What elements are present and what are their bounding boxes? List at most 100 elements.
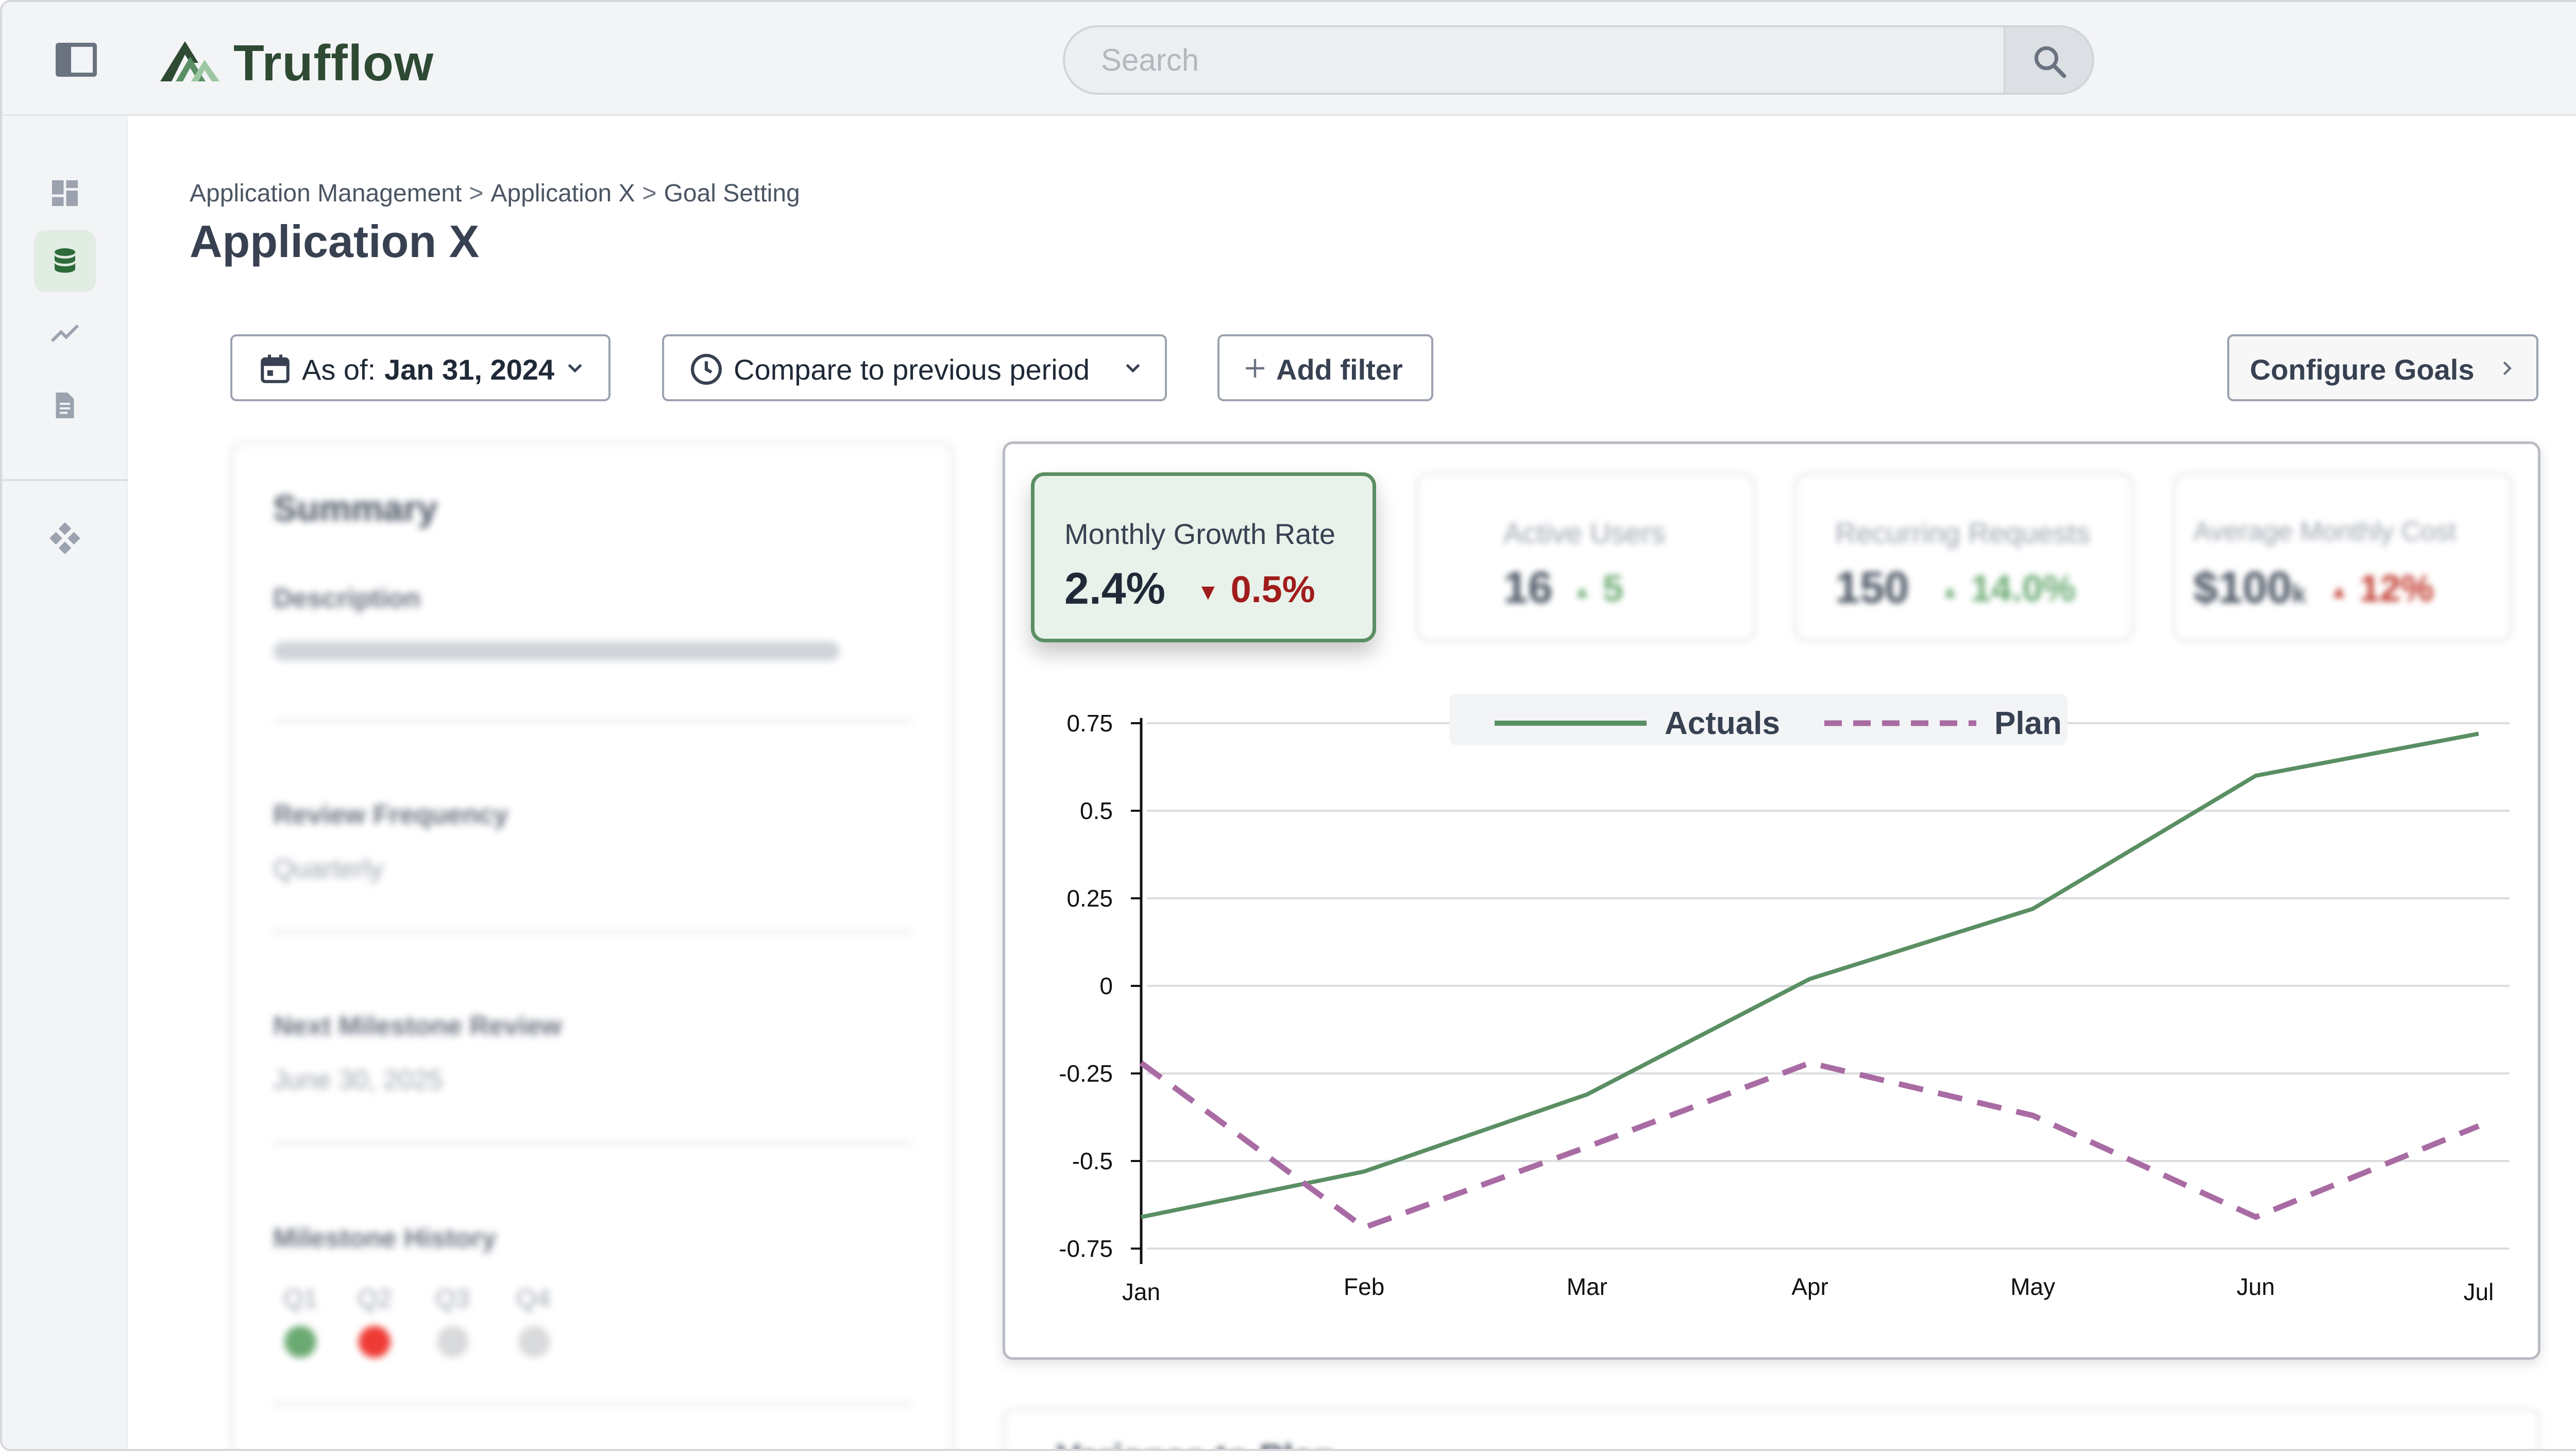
next-review-label: Next Milestone Review <box>273 1011 562 1041</box>
triangle-up-icon: ▲ <box>1941 580 1959 602</box>
summary-title: Summary <box>273 488 438 528</box>
document-icon <box>56 392 74 418</box>
data-point-plan <box>2032 1115 2033 1116</box>
brand-name: Trufflow <box>233 35 434 91</box>
y-tick-label: -0.25 <box>1059 1060 1113 1087</box>
search-input[interactable] <box>1101 27 2018 93</box>
rail-divider <box>2 479 128 481</box>
quarter-label: Q2 <box>358 1284 392 1313</box>
plus-icon <box>1246 359 1264 378</box>
kpi-delta: ▲ 12% <box>2330 568 2434 610</box>
sidebar-toggle-icon[interactable] <box>56 43 97 77</box>
data-point-plan <box>1586 1147 1587 1148</box>
clock-icon <box>690 353 722 385</box>
nav-apps[interactable] <box>34 507 96 569</box>
kpi-title: Monthly Growth Rate <box>1064 518 1335 550</box>
data-point-actuals <box>2032 908 2033 909</box>
triangle-down-icon: ▼ <box>1197 579 1219 605</box>
kpi-delta-value: 12% <box>2359 568 2434 609</box>
variance-title: Variance to Plan <box>1057 1437 1335 1449</box>
milestone-status-dot <box>437 1326 469 1358</box>
x-tick-label: Mar <box>1567 1273 1607 1300</box>
x-tick-label: Apr <box>1791 1273 1828 1300</box>
nav-documents[interactable] <box>34 374 96 436</box>
data-point-plan <box>1809 1063 1810 1064</box>
search-bar <box>1063 25 2094 95</box>
nav-database[interactable] <box>34 230 96 292</box>
data-point-plan <box>2255 1217 2256 1218</box>
search-button[interactable] <box>2004 27 2092 93</box>
legend-label-plan: Plan <box>1994 706 2062 741</box>
goal-chart-card: Monthly Growth Rate 2.4% ▼ 0.5% Active Us… <box>1003 441 2540 1360</box>
kpi-value: 16 <box>1503 563 1553 612</box>
y-tick-label: 0.25 <box>1066 885 1113 912</box>
kpi-value: 150 <box>1835 563 1909 612</box>
page-title: Application X <box>190 216 480 267</box>
legend-label-actuals: Actuals <box>1665 706 1780 741</box>
kpi-card-average-monthly-cost[interactable]: Average Monthly Cost $100k ▲ 12% <box>2173 472 2513 642</box>
nav-dashboard[interactable] <box>34 162 96 224</box>
breadcrumb-item-application-management[interactable]: Application Management <box>190 180 462 207</box>
configure-goals-button[interactable]: Configure Goals <box>2227 334 2538 401</box>
kpi-delta-value: 14.0% <box>1970 568 2076 609</box>
milestone-status-dot <box>284 1326 316 1358</box>
as-of-value: Jan 31, 2024 <box>384 353 555 386</box>
as-of-date-button[interactable]: As of: Jan 31, 2024 <box>230 334 611 401</box>
divider <box>273 931 912 933</box>
data-point-actuals <box>2255 775 2256 776</box>
kpi-card-active-users[interactable]: Active Users 16 ▲ 5 <box>1416 472 1756 642</box>
x-tick-label: Jun <box>2236 1273 2275 1300</box>
summary-card: Summary Description Review Frequency Qua… <box>230 441 954 1449</box>
x-tick-label: May <box>2010 1273 2055 1300</box>
kpi-delta-value: 0.5% <box>1230 569 1315 610</box>
data-point-actuals <box>1364 1171 1365 1172</box>
top-bar: Trufflow <box>2 2 2576 116</box>
breadcrumb-item-application-x[interactable]: Application X <box>490 180 635 207</box>
chevron-down-icon <box>568 364 582 373</box>
nav-trends[interactable] <box>34 302 96 364</box>
kpi-value: $100k <box>2193 562 2306 613</box>
y-tick-label: 0.5 <box>1080 797 1113 824</box>
compare-period-button[interactable]: Compare to previous period <box>662 334 1167 401</box>
divider <box>273 720 912 722</box>
y-tick-label: -0.5 <box>1072 1148 1113 1174</box>
chevron-right-icon <box>2503 361 2512 375</box>
search-icon <box>2034 46 2066 78</box>
description-placeholder <box>273 641 840 661</box>
kpi-value: 2.4% <box>1064 564 1166 613</box>
kpi-card-monthly-growth-rate[interactable]: Monthly Growth Rate 2.4% ▼ 0.5% <box>1031 472 1376 642</box>
y-tick-label: -0.75 <box>1059 1235 1113 1262</box>
kpi-delta-value: 5 <box>1602 568 1623 609</box>
milestone-history-label: Milestone History <box>273 1223 497 1253</box>
review-frequency-label: Review Frequency <box>273 800 509 830</box>
kpi-delta: ▲ 5 <box>1573 568 1623 610</box>
data-point-plan <box>1364 1227 1365 1228</box>
x-tick-label: Feb <box>1344 1273 1384 1300</box>
milestone-status-dot <box>359 1326 391 1358</box>
legend-box <box>1449 694 2067 745</box>
kpi-card-recurring-requests[interactable]: Recurring Requests 150 ▲ 14.0% <box>1794 472 2134 642</box>
data-point-actuals <box>2478 733 2479 734</box>
quarter-label: Q4 <box>516 1284 551 1313</box>
left-nav-rail <box>2 116 128 1449</box>
trufflow-logo-icon <box>160 41 219 81</box>
next-review-value: June 30, 2025 <box>273 1065 443 1095</box>
data-point-actuals <box>1809 978 1810 979</box>
as-of-label: As of: <box>302 353 376 386</box>
divider <box>273 1142 912 1145</box>
breadcrumb-item-goal-setting: Goal Setting <box>664 180 800 207</box>
series-line-plan <box>1139 1060 2480 1231</box>
add-filter-button[interactable]: Add filter <box>1217 334 1433 401</box>
review-frequency-value: Quarterly <box>273 854 383 884</box>
quarter-label: Q1 <box>283 1284 318 1313</box>
y-tick-label: 0 <box>1099 972 1113 999</box>
variance-to-plan-card: Variance to Plan <box>1003 1408 2540 1449</box>
line-chart: 0.75 0.5 0.25 0 -0.25 -0.5 -0.75 Jan Feb Mar Apr Ma… <box>1059 694 2510 1305</box>
kpi-title: Average Monthly Cost <box>2193 517 2456 547</box>
data-point-actuals <box>1141 1217 1142 1218</box>
data-point-plan <box>2478 1125 2479 1126</box>
kpi-value-suffix: k <box>2292 579 2307 608</box>
chevron-down-icon <box>1126 364 1140 373</box>
y-tick-label: 0.75 <box>1066 710 1113 737</box>
compare-period-label: Compare to previous period <box>734 353 1090 386</box>
